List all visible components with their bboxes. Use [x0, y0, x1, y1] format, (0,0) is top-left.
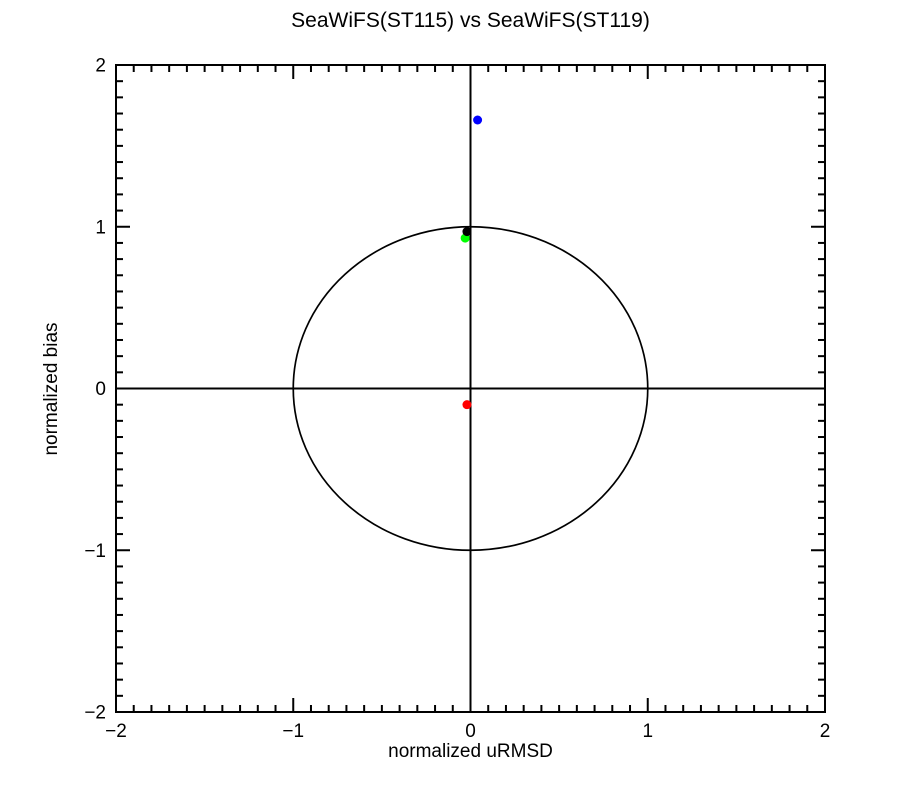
- axis-ticks: [115, 64, 826, 713]
- x-tick-label: −1: [282, 721, 304, 742]
- chart-title: SeaWiFS(ST115) vs SeaWiFS(ST119): [291, 9, 650, 32]
- y-tick-label: 2: [95, 56, 106, 77]
- data-points: [460, 115, 483, 410]
- reference-circle: [292, 225, 649, 552]
- reference-lines: [116, 65, 825, 712]
- y-axis-title: normalized bias: [41, 322, 62, 456]
- y-tick-labels: −2 −1 0 1 2: [84, 56, 106, 724]
- unit-circle: [292, 225, 649, 552]
- data-point-red: [462, 400, 472, 410]
- y-tick-label: −2: [84, 703, 106, 724]
- data-point-black: [462, 227, 472, 237]
- y-tick-label: 1: [95, 217, 106, 238]
- data-point-blue: [473, 115, 483, 125]
- x-tick-label: 2: [820, 721, 831, 742]
- y-tick-label: −1: [84, 541, 106, 562]
- x-tick-labels: −2 −1 0 1 2: [105, 721, 830, 742]
- x-tick-label: 1: [642, 721, 653, 742]
- x-axis-title: normalized uRMSD: [388, 741, 553, 762]
- x-tick-label: 0: [465, 721, 476, 742]
- x-tick-label: −2: [105, 721, 127, 742]
- y-tick-label: 0: [95, 379, 106, 400]
